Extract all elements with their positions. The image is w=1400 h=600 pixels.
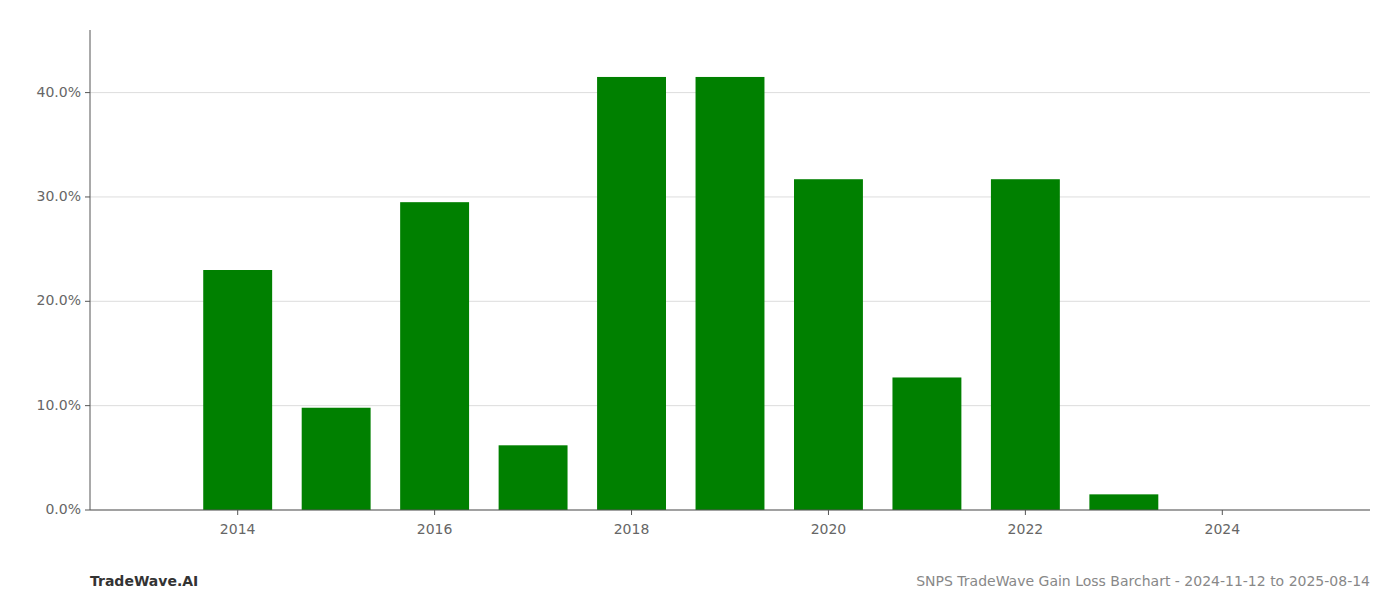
x-tick-label: 2024 <box>1204 521 1240 537</box>
x-tick <box>631 510 632 515</box>
y-tick-label: 40.0% <box>37 84 81 100</box>
page: {"chart_data": {"type": "bar", "x": [201… <box>0 0 1400 600</box>
x-tick-label: 2020 <box>811 521 847 537</box>
x-tick <box>828 510 829 515</box>
bar <box>1089 494 1158 510</box>
background <box>0 0 1400 600</box>
annotation: SNPS TradeWave Gain Loss Barchart - 2024… <box>916 573 1370 589</box>
bar <box>499 445 568 510</box>
y-tick-label: 20.0% <box>37 292 81 308</box>
x-tick-label: 2018 <box>614 521 650 537</box>
y-tick-label: 30.0% <box>37 188 81 204</box>
bar <box>991 179 1060 510</box>
y-tick-label: 10.0% <box>37 397 81 413</box>
annotation: TradeWave.AI <box>90 573 198 589</box>
bar <box>597 77 666 510</box>
bar <box>302 408 371 510</box>
x-axis: 2014 2016 2018 2020 2022 2024 <box>90 510 1370 537</box>
bar <box>892 377 961 510</box>
x-tick-label: 2016 <box>417 521 453 537</box>
x-tick <box>237 510 238 515</box>
grid-line <box>90 510 1370 511</box>
y-tick <box>85 405 90 406</box>
x-tick-label: 2014 <box>220 521 256 537</box>
chart: 0.0% 10.0% 20.0% 30.0% 40.0% 2014 2016 2018 2020… <box>0 0 1400 600</box>
y-tick <box>85 92 90 93</box>
y-tick <box>85 196 90 197</box>
x-tick <box>434 510 435 515</box>
x-tick <box>1222 510 1223 515</box>
bars <box>203 77 1158 510</box>
y-tick <box>85 301 90 302</box>
x-axis-line <box>90 510 1370 511</box>
y-tick <box>85 510 90 511</box>
bar <box>794 179 863 510</box>
y-axis: 0.0% 10.0% 20.0% 30.0% 40.0% <box>37 30 90 517</box>
y-tick-label: 0.0% <box>45 501 81 517</box>
y-axis-line <box>90 30 91 510</box>
bar <box>400 202 469 510</box>
annotations: TradeWave.AI SNPS TradeWave Gain Loss Bar… <box>90 573 1370 589</box>
x-tick-label: 2022 <box>1008 521 1044 537</box>
bar <box>203 270 272 510</box>
x-tick <box>1025 510 1026 515</box>
bar <box>696 77 765 510</box>
